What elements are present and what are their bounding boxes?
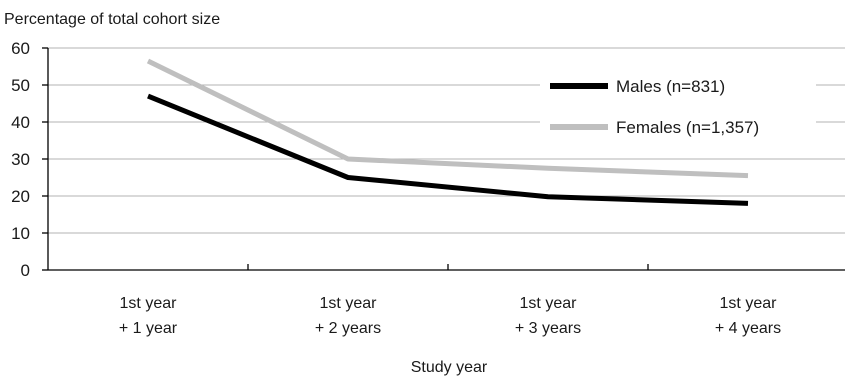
x-tick-label-1-line-1: + 2 years [315, 320, 381, 337]
y-tick-label-60: 60 [11, 39, 30, 58]
y-tick-label-0: 0 [21, 261, 30, 280]
x-tick-label-1-line-0: 1st year [320, 295, 378, 312]
y-tick-label-10: 10 [11, 224, 30, 243]
x-tick-label-3-line-0: 1st year [720, 295, 778, 312]
y-tick-label-30: 30 [11, 150, 30, 169]
x-tick-label-0-line-0: 1st year [120, 295, 178, 312]
series-line-0 [147, 93, 749, 206]
legend: Males (n=831) Females (n=1,357) [540, 71, 816, 140]
tick-labels: 0 10 20 30 40 50 60 1st year + 1 year 1st year + 2… [11, 39, 781, 337]
x-tick-label-3-line-1: + 4 years [715, 320, 781, 337]
legend-label-0: Males (n=831) [616, 77, 725, 96]
y-axis-title: Percentage of total cohort size [4, 11, 220, 28]
legend-label-1: Females (n=1,357) [616, 118, 759, 137]
x-axis-title: Study year [411, 359, 488, 376]
series-line-1 [146, 58, 749, 179]
y-tick-label-40: 40 [11, 113, 30, 132]
x-tick-label-2-line-0: 1st year [520, 295, 578, 312]
gridlines [48, 47, 845, 234]
x-tick-label-2-line-1: + 3 years [515, 320, 581, 337]
series-lines [146, 58, 749, 206]
y-tick-label-50: 50 [11, 76, 30, 95]
axes [42, 47, 845, 271]
y-tick-label-20: 20 [11, 187, 30, 206]
x-tick-label-0-line-1: + 1 year [119, 320, 178, 337]
